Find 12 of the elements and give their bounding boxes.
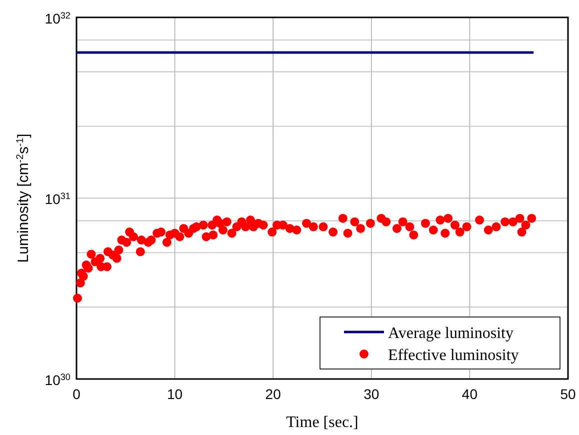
y-tick-label: 10$^{30}$ [44,372,70,388]
x-tick-label: 0 [72,386,81,402]
x-tick-label: 50 [560,386,576,402]
legend-label: Effective luminosity [388,347,519,364]
x-tick-label: 40 [462,386,478,402]
x-tick-label: 10 [167,386,183,402]
x-tick-label: 30 [364,386,380,402]
legend-label: Average luminosity [388,325,514,342]
x-axis-title: Time [sec.] [286,414,358,431]
x-tick-label: 20 [265,386,282,402]
y-tick-label: 10$^{32}$ [44,10,70,26]
y-tick-label: 10$^{31}$ [44,191,70,208]
